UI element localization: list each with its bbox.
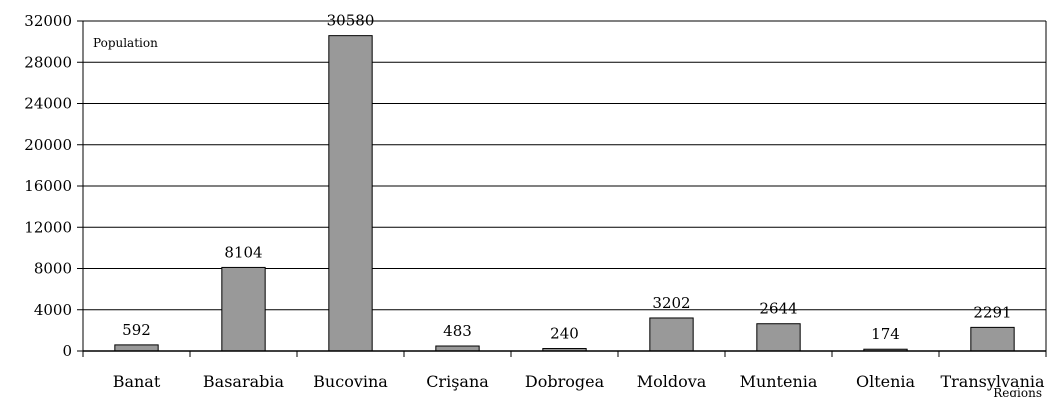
y-tick-label: 4000: [34, 301, 72, 319]
y-tick-label: 28000: [24, 53, 72, 71]
x-tick-label: Oltenia: [856, 372, 916, 391]
data-label: 174: [871, 325, 900, 343]
y-axis-ticks: 0 4000 8000 12000 16000 20000 24000 28000 32000: [24, 12, 83, 360]
y-tick-label: 20000: [24, 136, 72, 154]
x-tick-label: Crişana: [426, 372, 489, 391]
bar-bucovina: [328, 35, 373, 352]
y-axis-label: Population: [93, 36, 158, 50]
x-tick-label: Transylvania: [940, 372, 1045, 391]
x-tick-label: Dobrogea: [525, 372, 605, 391]
y-tick-label: 16000: [24, 177, 72, 195]
bar-transylvania: [970, 326, 1015, 352]
y-tick-label: 32000: [24, 12, 72, 30]
bar-muntenia: [756, 323, 801, 352]
data-label: 240: [550, 325, 579, 343]
x-axis-ticks: Banat Basarabia Bucovina Crişana Dobrogea Mol…: [82, 351, 1047, 391]
bar-basarabia: [221, 266, 266, 352]
data-label: 30580: [327, 12, 375, 30]
x-tick-label: Banat: [113, 372, 161, 391]
bars: [114, 35, 1015, 352]
x-axis-label: Regions: [993, 386, 1042, 397]
x-tick-label: Bucovina: [313, 372, 388, 391]
x-tick-label: Muntenia: [740, 372, 818, 391]
data-label: 2644: [759, 300, 797, 318]
x-tick-label: Moldova: [637, 372, 707, 391]
data-label: 592: [122, 321, 151, 339]
data-label: 3202: [652, 294, 690, 312]
y-tick-label: 8000: [34, 260, 72, 278]
bar-moldova: [649, 317, 694, 352]
axes: [82, 21, 1047, 352]
y-tick-label: 0: [62, 342, 72, 360]
bar-banat: [114, 344, 159, 352]
x-tick-label: Basarabia: [203, 372, 285, 391]
data-labels: 592 8104 30580 483 240 3202 2644 174 2291: [122, 12, 1011, 344]
data-label: 483: [443, 322, 472, 340]
y-tick-label: 24000: [24, 95, 72, 113]
data-label: 2291: [973, 303, 1011, 321]
gridlines: [83, 20, 1046, 311]
y-tick-label: 12000: [24, 218, 72, 236]
data-label: 8104: [224, 243, 262, 261]
